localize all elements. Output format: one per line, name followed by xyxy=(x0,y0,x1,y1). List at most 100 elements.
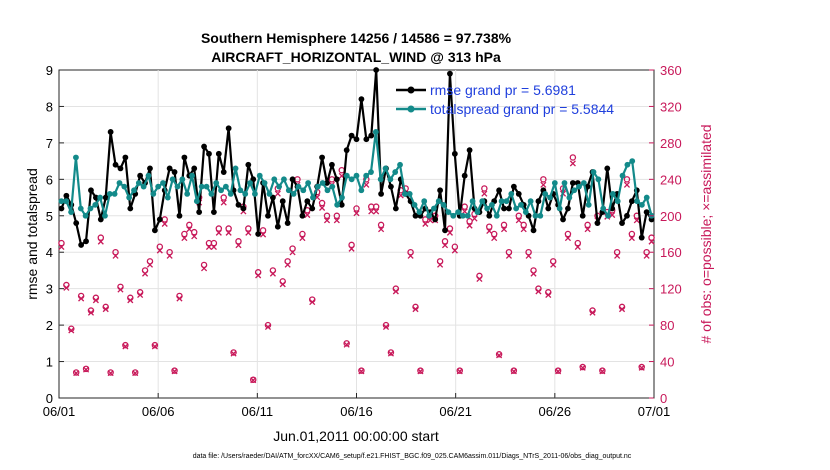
series-point-spread-97 xyxy=(527,198,534,205)
obs-possible-marker-87 xyxy=(486,223,493,230)
y-tick-label-3: 3 xyxy=(46,282,53,297)
obs-assimilated-stroke-b-32 xyxy=(215,229,222,236)
series-point-spread-80 xyxy=(445,209,452,216)
series-point-spread-41 xyxy=(256,172,263,179)
series-point-spread-6 xyxy=(87,205,94,212)
obs-assimilated-marker-106 xyxy=(579,364,586,371)
series-point-rmse-32 xyxy=(215,150,222,157)
series-point-rmse-93 xyxy=(515,191,522,197)
obs-assimilated-stroke-b-101 xyxy=(555,368,562,375)
obs-assimilated-stroke-b-22 xyxy=(166,252,173,259)
obs-assimilated-marker-94 xyxy=(520,226,527,233)
series-point-spread-23 xyxy=(169,176,176,183)
obs-possible-marker-71 xyxy=(407,248,414,256)
series-point-spread-47 xyxy=(285,187,292,194)
series-point-spread-46 xyxy=(281,176,287,183)
obs-assimilated-stroke-b-66 xyxy=(382,323,390,330)
obs-assimilated-marker-8 xyxy=(97,238,104,245)
series-point-rmse-107 xyxy=(584,183,591,190)
obs-possible-marker-19 xyxy=(151,341,159,349)
obs-possible-marker-79 xyxy=(446,225,454,232)
obs-assimilated-marker-25 xyxy=(181,235,188,242)
series-point-rmse-20 xyxy=(156,216,163,223)
obs-assimilated-marker-43 xyxy=(269,270,276,277)
series-point-spread-21 xyxy=(160,180,166,186)
obs-assimilated-marker-10 xyxy=(107,370,114,377)
obs-assimilated-marker-13 xyxy=(122,343,129,350)
obs-possible-marker-49 xyxy=(299,230,306,238)
series-point-rmse-34 xyxy=(225,125,232,132)
obs-assimilated-marker-79 xyxy=(446,229,453,236)
series-point-spread-98 xyxy=(532,212,539,219)
obs-assimilated-stroke-b-116 xyxy=(628,235,635,242)
obs-possible-marker-11 xyxy=(112,248,119,256)
obs-possible-marker-61 xyxy=(358,367,365,374)
series-point-spread-52 xyxy=(310,194,316,201)
obs-assimilated-stroke-b-16 xyxy=(137,291,144,299)
obs-assimilated-stroke-b-65 xyxy=(378,226,385,233)
obs-possible-marker-0 xyxy=(58,239,65,247)
obs-assimilated-marker-78 xyxy=(441,242,449,249)
series-point-rmse-92 xyxy=(510,183,517,190)
obs-assimilated-marker-58 xyxy=(343,341,350,348)
series-point-rmse-99 xyxy=(545,205,552,212)
y-axis-right-label: # of obs: o=possible; ×=assimilated xyxy=(698,124,714,343)
obs-assimilated-marker-50 xyxy=(304,211,311,219)
obs-assimilated-marker-15 xyxy=(132,370,139,377)
obs-assimilated-marker-100 xyxy=(550,261,557,268)
y-tick-label-9: 9 xyxy=(46,63,53,78)
obs-possible-marker-74 xyxy=(422,216,429,223)
series-point-rmse-55 xyxy=(329,161,335,168)
obs-assimilated-marker-56 xyxy=(333,217,340,224)
obs-assimilated-marker-54 xyxy=(323,217,331,224)
series-point-spread-64 xyxy=(368,169,374,175)
series-point-spread-90 xyxy=(493,212,500,219)
series-point-spread-119 xyxy=(634,198,640,205)
y-tick-label-7: 7 xyxy=(46,136,53,151)
series-point-spread-1 xyxy=(63,198,70,205)
y-right-tick-label-6: 240 xyxy=(660,172,682,187)
obs-assimilated-marker-17 xyxy=(141,270,149,277)
obs-possible-marker-73 xyxy=(417,367,424,374)
obs-assimilated-stroke-b-19 xyxy=(151,343,158,350)
series-point-spread-63 xyxy=(363,172,370,179)
chart-title-line1: Southern Hemisphere 14256 / 14586 = 97.7… xyxy=(201,30,512,46)
x-tick-label-1: 06/06 xyxy=(142,404,175,419)
series-point-rmse-79 xyxy=(447,70,453,77)
obs-assimilated-marker-23 xyxy=(171,368,178,375)
obs-assimilated-stroke-b-87 xyxy=(486,227,493,235)
y-right-tick-label-0: 0 xyxy=(660,391,667,406)
obs-possible-marker-89 xyxy=(495,351,503,358)
obs-assimilated-stroke-b-113 xyxy=(614,252,621,259)
obs-assimilated-marker-77 xyxy=(437,261,444,268)
x-tick-label-5: 06/26 xyxy=(539,404,572,419)
series-point-spread-33 xyxy=(218,187,224,194)
series-point-rmse-42 xyxy=(265,212,271,219)
obs-assimilated-marker-89 xyxy=(496,352,503,359)
obs-possible-marker-115 xyxy=(623,176,631,183)
x-tick-label-3: 06/16 xyxy=(340,404,373,419)
series-point-spread-55 xyxy=(324,187,331,194)
series-point-rmse-103 xyxy=(565,205,571,212)
obs-assimilated-stroke-b-119 xyxy=(643,252,650,259)
series-point-spread-85 xyxy=(469,198,476,205)
obs-assimilated-marker-39 xyxy=(250,377,257,384)
obs-assimilated-stroke-b-53 xyxy=(319,204,326,211)
obs-assimilated-stroke-b-80 xyxy=(451,247,458,254)
y-tick-label-8: 8 xyxy=(46,99,53,114)
series-point-rmse-116 xyxy=(628,198,635,205)
series-point-spread-70 xyxy=(397,161,403,168)
obs-assimilated-stroke-b-117 xyxy=(633,217,640,224)
series-point-spread-116 xyxy=(619,172,626,179)
series-point-rmse-62 xyxy=(363,136,370,143)
series-point-rmse-33 xyxy=(220,169,227,175)
series-point-rmse-59 xyxy=(348,132,355,139)
series-point-rmse-31 xyxy=(210,209,217,216)
obs-assimilated-stroke-b-89 xyxy=(496,352,503,359)
obs-possible-marker-64 xyxy=(372,203,380,210)
y-right-tick-label-8: 320 xyxy=(660,99,682,114)
x-tick-label-4: 06/21 xyxy=(439,404,472,419)
obs-possible-marker-88 xyxy=(490,230,498,238)
obs-assimilated-marker-65 xyxy=(378,226,385,233)
series-point-spread-17 xyxy=(140,183,147,190)
